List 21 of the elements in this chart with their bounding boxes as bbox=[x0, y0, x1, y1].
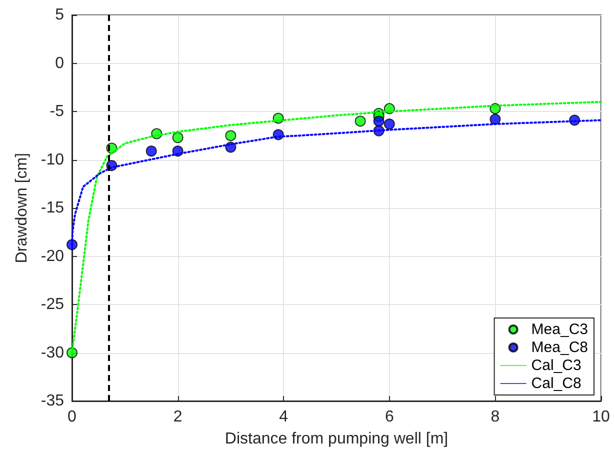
legend-label: Cal_C8 bbox=[531, 375, 582, 392]
x-tick-label: 10 bbox=[592, 408, 610, 426]
y-tick-label: -15 bbox=[40, 200, 64, 216]
y-tick-label: -5 bbox=[50, 103, 64, 120]
x-tick-label: 6 bbox=[384, 408, 394, 426]
x-tick-label: 4 bbox=[279, 408, 288, 426]
x-tick-label: 0 bbox=[68, 408, 77, 426]
x-axis-title: Distance from pumping well [m] bbox=[224, 430, 448, 448]
legend-label: Mea_C3 bbox=[531, 321, 588, 338]
legend-label: Cal_C3 bbox=[531, 357, 582, 374]
y-tick-label: 5 bbox=[55, 6, 64, 24]
legend-label: Mea_C8 bbox=[531, 339, 588, 356]
y-axis-title: Drawdown [cm] bbox=[13, 152, 30, 264]
y-tick-label: -30 bbox=[40, 344, 64, 362]
y-tick-label: -35 bbox=[40, 392, 64, 410]
y-tick-label: -25 bbox=[40, 296, 64, 313]
y-tick-label: -20 bbox=[40, 248, 64, 265]
x-tick-label: 2 bbox=[173, 408, 182, 426]
y-tick-label: -10 bbox=[40, 151, 64, 168]
x-tick-label: 8 bbox=[490, 408, 500, 426]
y-tick-label: 0 bbox=[55, 54, 64, 72]
